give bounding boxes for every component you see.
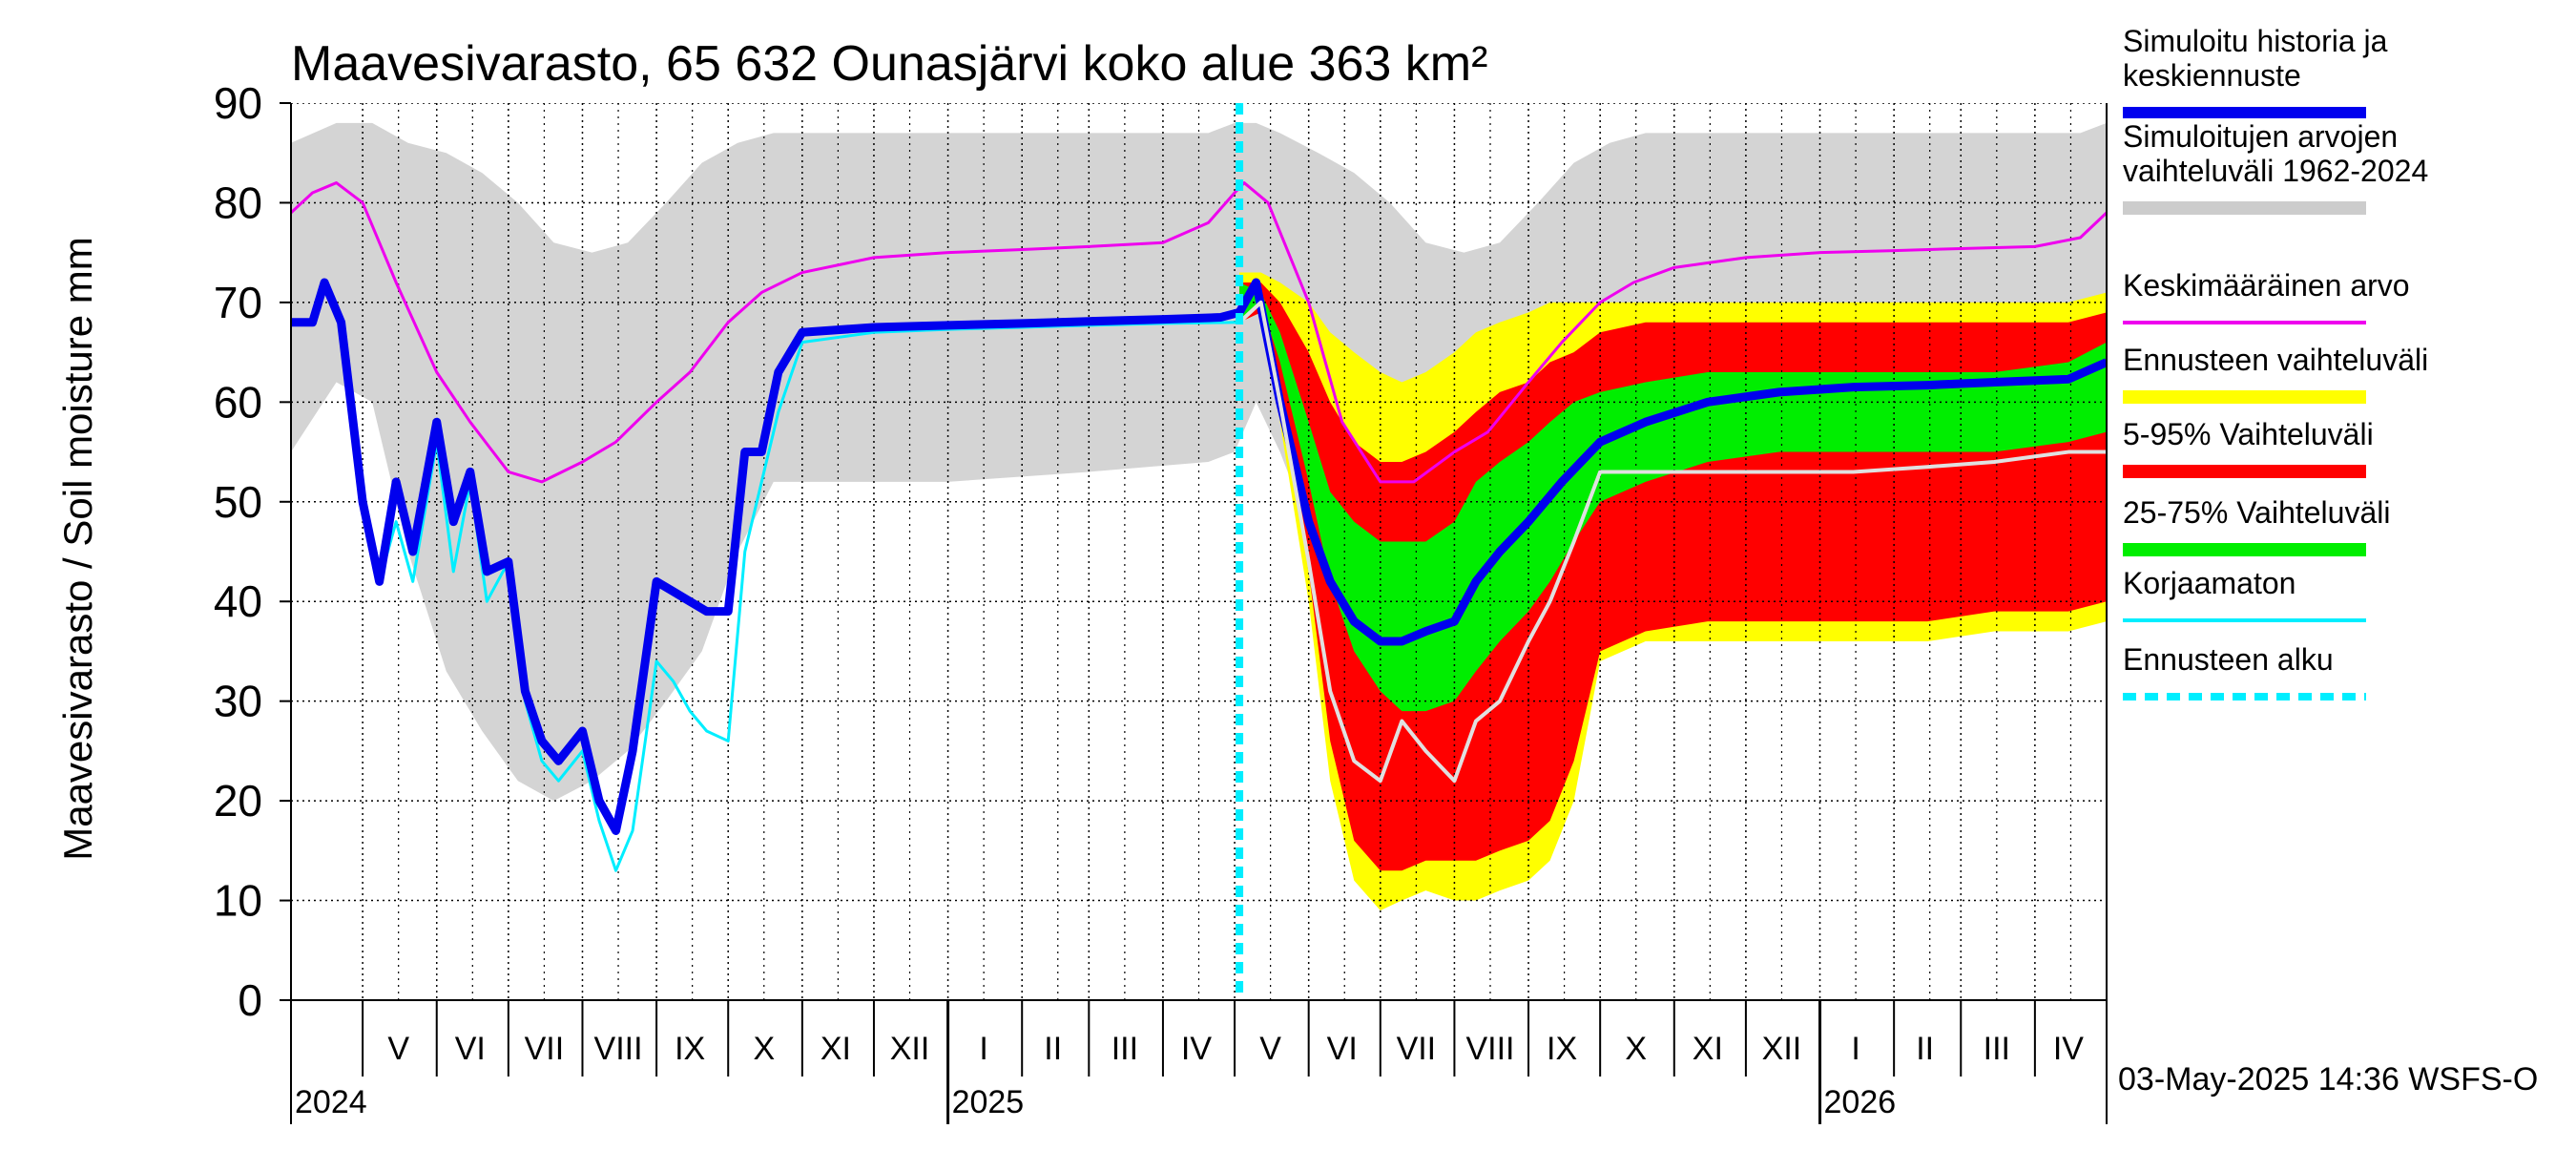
- legend-label: Simuloitu historia ja: [2123, 24, 2388, 58]
- x-month-label: VI: [455, 1031, 486, 1067]
- x-year-label: 2025: [952, 1084, 1025, 1120]
- x-month-label: VI: [1327, 1031, 1358, 1067]
- y-tick-label: 10: [214, 876, 262, 926]
- x-month-label: VIII: [1465, 1031, 1514, 1067]
- chart-title: Maavesivarasto, 65 632 Ounasjärvi koko a…: [291, 36, 1487, 92]
- y-tick-label: 30: [214, 677, 262, 726]
- x-month-label: V: [387, 1031, 409, 1067]
- x-year-label: 2026: [1824, 1084, 1897, 1120]
- y-tick-label: 90: [214, 78, 262, 128]
- legend-label: Simuloitujen arvojen: [2123, 119, 2398, 154]
- x-month-label: IX: [675, 1031, 705, 1067]
- x-month-label: VII: [1397, 1031, 1437, 1067]
- x-month-label: II: [1044, 1031, 1062, 1067]
- series-korjaamaton-ennuste-: [1237, 300, 2107, 784]
- series-korjaamaton: [291, 281, 1240, 872]
- plot-series: [291, 103, 2107, 1000]
- legend-label: 5-95% Vaihteluväli: [2123, 417, 2374, 451]
- x-month-label: XI: [1693, 1031, 1723, 1067]
- legend-label: Keskimääräinen arvo: [2123, 268, 2410, 303]
- y-tick-label: 40: [214, 576, 262, 626]
- x-month-label: III: [1984, 1031, 2010, 1067]
- y-tick-label: 80: [214, 178, 262, 227]
- plot-area: [291, 103, 2107, 1000]
- x-month-label: IV: [2053, 1031, 2084, 1067]
- x-month-label: XII: [1762, 1031, 1802, 1067]
- grid: [291, 103, 2107, 1000]
- footer-timestamp: 03-May-2025 14:36 WSFS-O: [2118, 1061, 2538, 1098]
- y-tick-label: 20: [214, 776, 262, 826]
- legend-label: Korjaamaton: [2123, 566, 2296, 600]
- x-month-label: VII: [525, 1031, 565, 1067]
- x-month-label: X: [1625, 1031, 1647, 1067]
- legend-label: vaihteluväli 1962-2024: [2123, 154, 2428, 188]
- x-month-label: II: [1916, 1031, 1934, 1067]
- legend-label: 25-75% Vaihteluväli: [2123, 495, 2390, 530]
- x-month-label: X: [753, 1031, 775, 1067]
- x-month-label: I: [1851, 1031, 1859, 1067]
- legend-label: Ennusteen alku: [2123, 642, 2334, 677]
- x-month-label: XII: [890, 1031, 930, 1067]
- series-simuloitujen-arvojen-vaihteluv-li-1962-2024: [291, 122, 2107, 802]
- series-keskim-r-inen-arvo: [291, 181, 2107, 484]
- x-month-label: VIII: [594, 1031, 643, 1067]
- y-tick-label: 70: [214, 278, 262, 327]
- legend-label: Ennusteen vaihteluväli: [2123, 343, 2428, 377]
- x-month-label: IX: [1547, 1031, 1577, 1067]
- x-year-label: 2024: [295, 1084, 367, 1120]
- y-tick-label: 0: [238, 975, 262, 1025]
- x-month-label: IV: [1181, 1031, 1212, 1067]
- legend-label: keskiennuste: [2123, 58, 2301, 93]
- x-month-label: I: [979, 1031, 987, 1067]
- series-simuloitu-historia-ja-keskiennuste: [291, 278, 2107, 835]
- x-month-label: III: [1111, 1031, 1138, 1067]
- y-axis-label: Maavesivarasto / Soil moisture mm: [55, 237, 100, 861]
- x-month-label: XI: [821, 1031, 851, 1067]
- y-tick-label: 50: [214, 477, 262, 527]
- y-tick-label: 60: [214, 377, 262, 427]
- x-month-label: V: [1259, 1031, 1281, 1067]
